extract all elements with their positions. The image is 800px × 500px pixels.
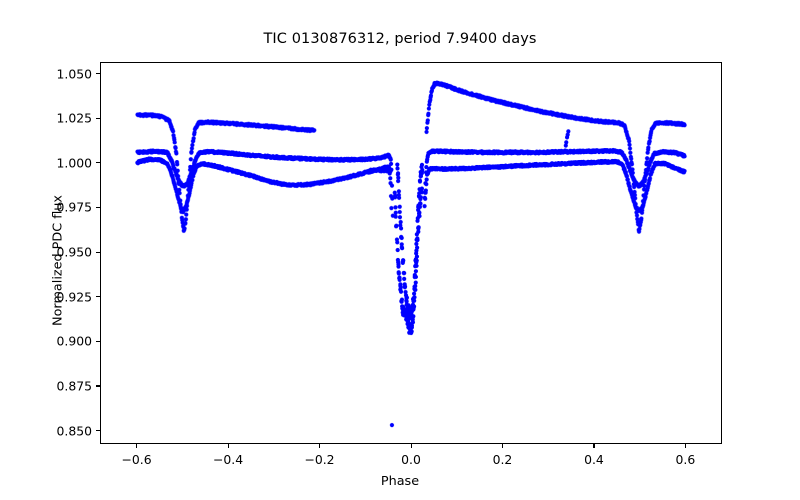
x-tick-label: −0.4 <box>213 452 244 467</box>
y-tick-label: 1.050 <box>56 66 92 82</box>
x-tick-label: 0.4 <box>584 452 604 467</box>
x-tick-label: 0.6 <box>675 452 696 467</box>
x-tick-label: 0.0 <box>401 452 421 467</box>
y-tick-mark <box>96 162 100 164</box>
x-tick-mark <box>593 444 595 448</box>
x-tick-label: −0.2 <box>304 452 335 467</box>
scatter-plot-canvas <box>101 63 721 443</box>
y-tick-label: 0.900 <box>56 333 92 349</box>
x-tick-mark <box>501 444 504 448</box>
y-tick-mark <box>96 430 100 432</box>
y-tick-label: 0.850 <box>56 423 92 439</box>
x-tick-mark <box>684 444 686 448</box>
x-tick-label: −0.6 <box>121 452 152 467</box>
x-tick-mark <box>227 444 229 448</box>
y-tick-label: 0.975 <box>56 199 92 215</box>
y-tick-mark <box>96 385 100 387</box>
y-tick-mark <box>96 340 100 342</box>
x-tick-label: 0.2 <box>492 452 513 467</box>
y-tick-mark <box>96 296 100 298</box>
y-tick-mark <box>96 73 100 75</box>
axes-frame <box>100 62 722 444</box>
y-tick-mark <box>96 251 100 253</box>
y-tick-label: 0.875 <box>56 378 92 394</box>
y-tick-mark <box>96 117 100 119</box>
y-tick-label: 0.950 <box>56 244 92 260</box>
page-title: TIC 0130876312, period 7.9400 days <box>263 31 537 47</box>
y-tick-label: 0.925 <box>56 289 92 305</box>
x-tick-mark <box>410 444 412 448</box>
x-tick-mark <box>319 444 321 448</box>
x-axis-label: Phase <box>380 474 420 489</box>
y-tick-label: 1.000 <box>56 155 92 171</box>
y-tick-label: 1.025 <box>56 110 92 126</box>
y-tick-mark <box>96 206 100 209</box>
x-tick-mark <box>136 444 138 448</box>
y-axis-label: Normalized PDC flux <box>50 195 66 326</box>
